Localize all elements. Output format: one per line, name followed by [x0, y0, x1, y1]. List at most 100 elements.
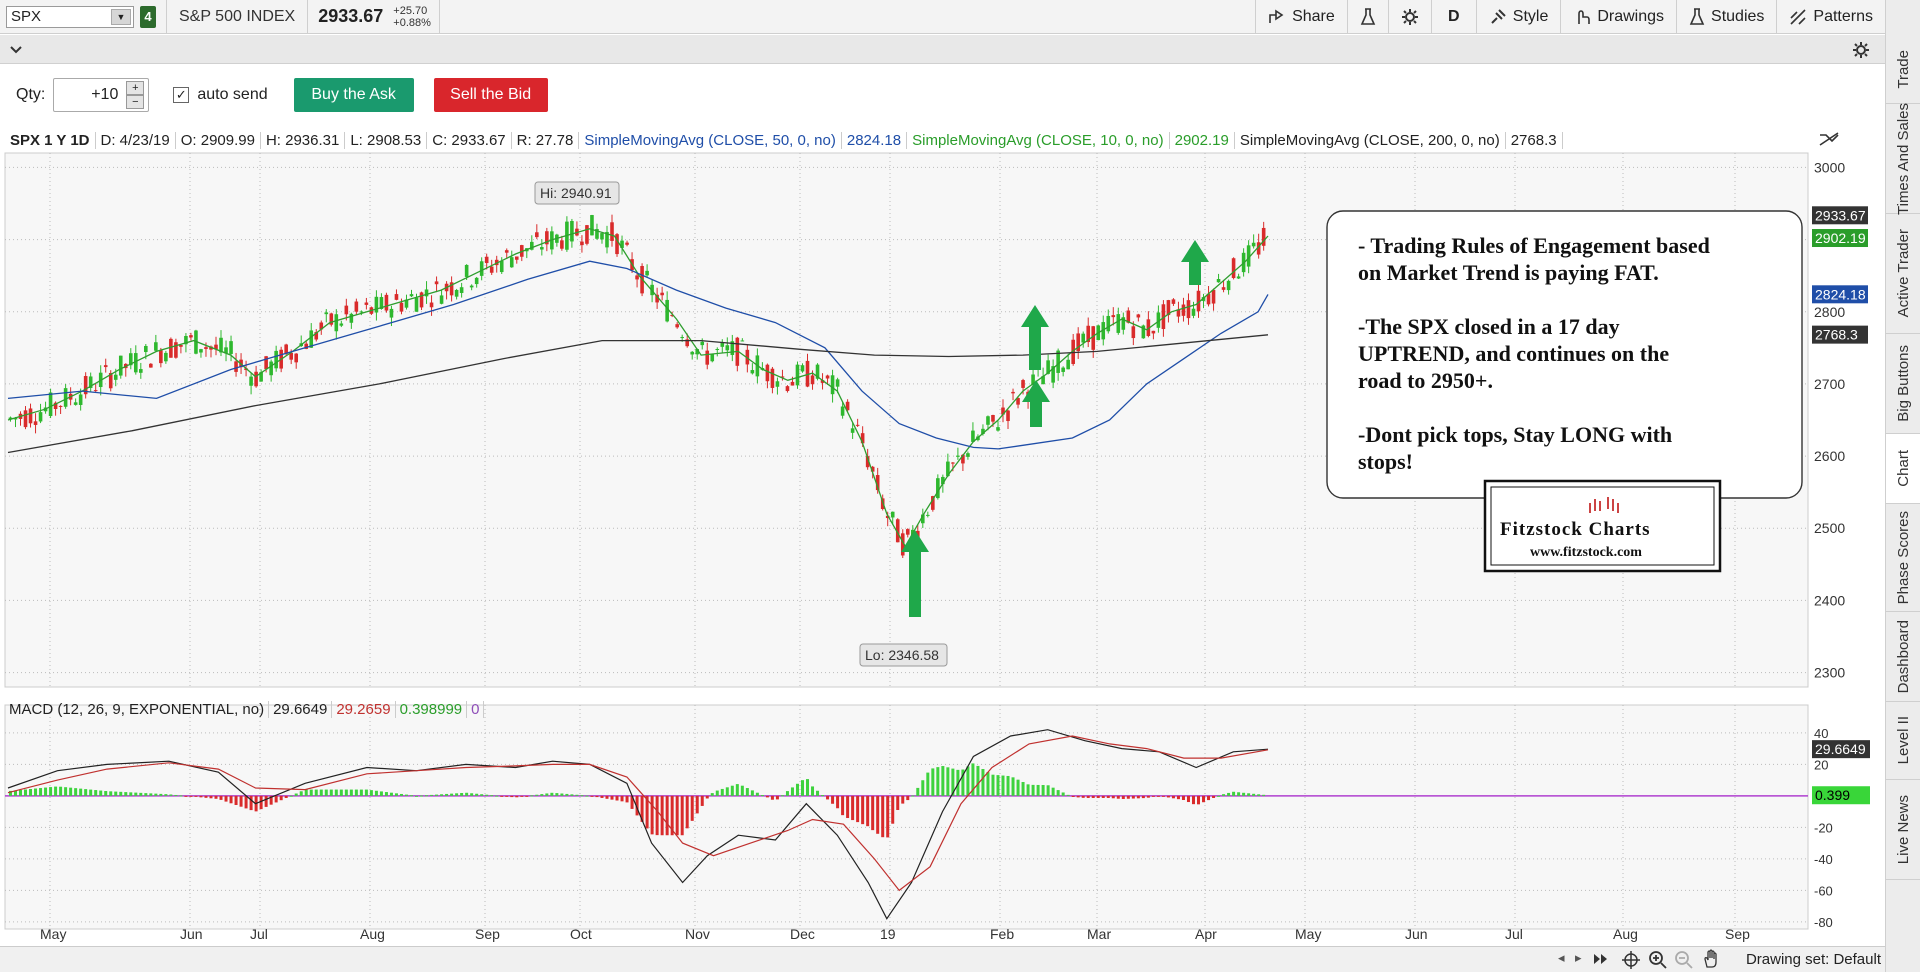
sidebar-tab-live-news[interactable]: Live News	[1886, 780, 1920, 880]
y-axis-label: 2300	[1814, 665, 1845, 681]
macd-histogram-bar	[630, 795, 634, 809]
sidebar-tab-active-trader[interactable]: Active Trader	[1886, 214, 1920, 334]
macd-histogram-bar	[625, 795, 629, 803]
macd-histogram-bar	[1156, 795, 1160, 797]
qty-stepper[interactable]: + −	[126, 81, 145, 109]
candle	[399, 302, 404, 312]
symbol-input[interactable]: SPX	[11, 8, 42, 25]
sma10-label[interactable]: SimpleMovingAvg (CLOSE, 10, 0, no)	[907, 131, 1170, 149]
increment-icon[interactable]: +	[126, 81, 145, 95]
drawings-button[interactable]: Drawings	[1560, 0, 1676, 34]
style-label: Style	[1512, 7, 1549, 25]
sidebar-tab-level-ii[interactable]: Level II	[1886, 702, 1920, 780]
zoom-out-icon[interactable]	[1674, 950, 1694, 970]
patterns-button[interactable]: Patterns	[1776, 0, 1885, 34]
style-button[interactable]: Style	[1475, 0, 1561, 34]
candle	[349, 313, 354, 323]
decrement-icon[interactable]: −	[126, 95, 145, 109]
green-up-arrow	[901, 530, 929, 617]
sidebar-tab-phase-scores[interactable]: Phase Scores	[1886, 504, 1920, 612]
sidebar-tab-trade[interactable]: Trade	[1886, 36, 1920, 104]
macd-histogram-bar	[174, 794, 178, 796]
macd-histogram-bar	[64, 787, 68, 796]
macd-histogram-bar	[996, 775, 1000, 796]
macd-histogram-bar	[304, 789, 308, 796]
candle	[78, 394, 83, 405]
zoom-in-icon[interactable]	[1648, 950, 1668, 970]
chevron-down-icon[interactable]	[10, 45, 22, 55]
logo-url: www.fitzstock.com	[1530, 545, 1642, 560]
chart-area[interactable]: May Jun Jul Aug Sep Oct Nov Dec 19 Feb Mar Apr May Ju…	[0, 125, 1885, 972]
candle	[835, 379, 840, 387]
candle	[690, 351, 695, 355]
symbol-selector[interactable]: SPX ▼	[6, 5, 134, 28]
sidebar-tab-big-buttons[interactable]: Big Buttons	[1886, 334, 1920, 434]
candle	[750, 370, 755, 374]
flask-button[interactable]	[1346, 0, 1388, 34]
price-badge	[1812, 229, 1868, 248]
chevron-down-icon[interactable]: ▼	[111, 8, 131, 25]
crosshair-icon[interactable]	[1622, 951, 1640, 969]
macd-histogram-bar	[961, 769, 965, 796]
symbol-toolbar: SPX ▼ 4 S&P 500 INDEX 2933.67 +25.70 +0.…	[0, 0, 1885, 34]
candle	[149, 363, 153, 368]
scroll-right-icon[interactable]: ▸	[1575, 950, 1582, 965]
macd-histogram-bar	[234, 795, 238, 805]
qty-field[interactable]: +10 + −	[53, 78, 150, 112]
playback-icon[interactable]	[1592, 951, 1610, 967]
macd-histogram-bar	[199, 795, 203, 798]
candle	[58, 405, 63, 407]
sidebar-tab-chart[interactable]: Chart	[1886, 434, 1920, 504]
candle	[1046, 360, 1050, 374]
settings-button[interactable]	[1387, 0, 1431, 34]
candle	[309, 330, 314, 348]
macd-histogram-bar	[309, 789, 313, 796]
sma50-label[interactable]: SimpleMovingAvg (CLOSE, 50, 0, no)	[579, 131, 842, 149]
timeframe-button[interactable]: D	[1430, 0, 1476, 34]
macd-histogram-bar	[214, 795, 218, 799]
drawing-set-label[interactable]: Drawing set: Default	[1745, 951, 1881, 968]
candle	[13, 417, 18, 420]
macd-histogram-bar	[1041, 785, 1045, 796]
gear-icon[interactable]	[1852, 41, 1870, 59]
candle	[941, 476, 945, 485]
macd-label[interactable]: MACD (12, 26, 9, EXPONENTIAL, no)	[5, 700, 270, 718]
chart-style-icon[interactable]	[1819, 132, 1839, 146]
link-group-badge[interactable]: 4	[140, 5, 156, 28]
sma-line-1	[7, 260, 1269, 450]
share-button[interactable]: Share	[1255, 0, 1347, 34]
macd-panel[interactable]	[4, 704, 1809, 930]
sidebar-tab-label: Dashboard	[1895, 619, 1912, 694]
candle	[590, 215, 594, 236]
patterns-icon	[1790, 8, 1806, 25]
studies-button[interactable]: Studies	[1676, 0, 1776, 34]
chart-bottom-bar: ◂ ▸ Drawing set: Default	[0, 946, 1885, 972]
candle	[259, 372, 263, 382]
pan-hand-icon[interactable]	[1702, 949, 1720, 969]
macd-axis-label: -80	[1814, 915, 1833, 930]
sidebar-menu-corner[interactable]	[1885, 0, 1920, 34]
candle	[725, 345, 730, 351]
scroll-left-icon[interactable]: ◂	[1558, 950, 1565, 965]
candle	[384, 294, 389, 311]
macd-histogram-bar	[575, 794, 579, 796]
sidebar-tab-dashboard[interactable]: Dashboard	[1886, 612, 1920, 702]
buy-ask-button[interactable]: Buy the Ask	[293, 78, 414, 112]
gear-icon	[1401, 8, 1418, 25]
percent-change: +0.88%	[393, 16, 431, 29]
sma200-label[interactable]: SimpleMovingAvg (CLOSE, 200, 0, no)	[1235, 131, 1506, 149]
macd-histogram-bar	[550, 792, 554, 796]
macd-histogram-bar	[530, 795, 534, 797]
candle	[204, 347, 208, 349]
green-up-arrow	[1022, 380, 1050, 427]
sidebar-tab-times-and-sales[interactable]: Times And Sales	[1886, 103, 1920, 215]
price-chart-svg[interactable]: May Jun Jul Aug Sep Oct Nov Dec 19 Feb Mar Apr May Ju…	[0, 125, 1885, 946]
auto-send-checkbox[interactable]: ✓	[173, 87, 190, 103]
sidebar-tab-label: Phase Scores	[1895, 510, 1912, 605]
candle	[795, 364, 800, 386]
sell-bid-button[interactable]: Sell the Bid	[433, 78, 548, 112]
bar-open: O: 2909.99	[176, 131, 261, 149]
bar-close: C: 2933.67	[427, 131, 512, 149]
macd-histogram-bar	[139, 792, 143, 796]
macd-signal-line	[7, 735, 1269, 892]
